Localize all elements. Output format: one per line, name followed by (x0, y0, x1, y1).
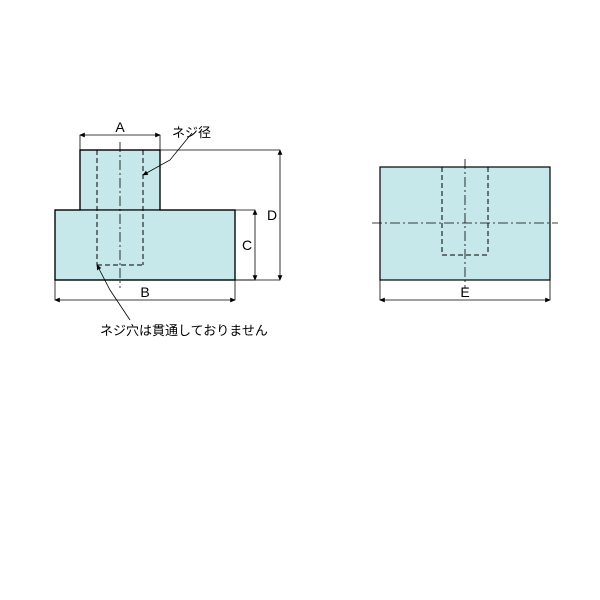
dim-D-label: D (267, 207, 277, 223)
drawing-canvas: A B CD ネジ径ネジ穴は貫通しておりません E (0, 0, 600, 600)
dim-A-label: A (115, 119, 124, 135)
dim-B-label: B (140, 284, 149, 300)
note-not-through: ネジ穴は貫通しておりません (100, 320, 268, 339)
note-thread-dia: ネジ径 (172, 122, 211, 141)
drawing-svg (0, 0, 600, 600)
dim-E-label: E (460, 284, 469, 300)
dim-C-label: C (242, 237, 252, 253)
